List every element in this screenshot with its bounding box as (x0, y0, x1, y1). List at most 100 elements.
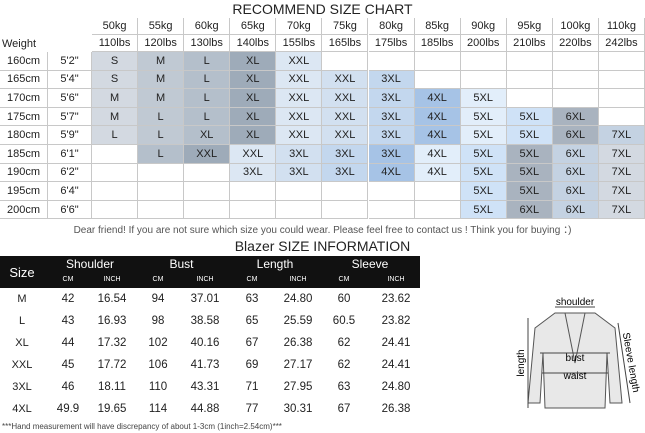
measure: 102 (148, 337, 168, 349)
size-name: 3XL (12, 381, 32, 393)
size-cell (230, 200, 277, 220)
size-cell: L (138, 107, 185, 127)
measure: 41.73 (190, 359, 220, 371)
kg-header: 65kg (230, 18, 277, 35)
size-cell: 5XL (506, 145, 553, 164)
size-cell: L (184, 89, 231, 108)
measure: 98 (151, 315, 165, 327)
kg-header: 55kg (138, 18, 185, 35)
measure: 44.88 (190, 403, 220, 415)
size-cell: S (92, 52, 139, 71)
measure: 67 (337, 403, 351, 415)
size-cell: 5XL (506, 107, 553, 127)
jacket-diagram: shoulder bust waist length Sleeve length (516, 297, 640, 409)
size-name: 4XL (12, 403, 32, 415)
label-bust: bust (566, 353, 585, 364)
lbs-header: 130lbs (184, 35, 231, 52)
measure: 27.95 (283, 381, 313, 393)
measure: 18.11 (98, 381, 126, 393)
size-cell (552, 52, 599, 71)
kg-header: 75kg (322, 18, 369, 35)
size-cell: M (138, 52, 185, 71)
size-cell: XXL (322, 107, 369, 127)
size-header: Size (9, 264, 35, 280)
size-cell: 4XL (414, 126, 461, 145)
unit-header: INCH (103, 275, 121, 283)
height-ft: 5'4" (48, 70, 92, 90)
measure: 114 (148, 403, 168, 415)
size-cell: L (138, 145, 185, 164)
unit-header: CM (338, 275, 350, 283)
size-cell: 3XL (276, 163, 323, 183)
size-cell: XXL (276, 126, 323, 145)
measure: 106 (148, 359, 168, 371)
height-cm: 200cm (0, 200, 48, 220)
measure: 26.38 (381, 403, 411, 415)
lbs-header: 155lbs (276, 35, 323, 52)
kg-header: 110kg (598, 18, 645, 35)
measure: 71 (245, 381, 259, 393)
size-cell: 5XL (506, 126, 553, 145)
measure: 60.5 (332, 315, 356, 327)
height-cm: 190cm (0, 163, 48, 183)
height-ft: 5'2" (48, 52, 92, 71)
size-cell: 6XL (552, 163, 599, 183)
height-cm: 180cm (0, 126, 48, 145)
size-cell (598, 89, 645, 108)
measure: 60 (337, 293, 351, 305)
size-cell (460, 52, 507, 71)
lbs-header: 175lbs (368, 35, 415, 52)
lbs-header: 140lbs (230, 35, 277, 52)
size-cell: 4XL (414, 89, 461, 108)
lbs-header: 242lbs (598, 35, 645, 52)
kg-header: 100kg (552, 18, 599, 35)
measure: 26.38 (283, 337, 313, 349)
measure: 94 (151, 293, 165, 305)
size-cell: XXL (276, 52, 323, 71)
measure: 110 (148, 381, 168, 393)
label-waist: waist (563, 371, 587, 382)
size-cell: 5XL (506, 163, 553, 183)
height-ft: 6'2" (48, 163, 92, 183)
size-cell: 5XL (460, 163, 507, 183)
size-cell: S (92, 70, 139, 90)
kg-header: 70kg (276, 18, 323, 35)
size-cell (322, 182, 369, 201)
size-cell: L (92, 126, 139, 145)
footer-note: Dear friend! If you are not sure which s… (73, 224, 572, 236)
size-cell: 4XL (368, 163, 415, 183)
size-cell (414, 182, 461, 201)
height-ft: 5'6" (48, 89, 92, 108)
blazer-title: Blazer SIZE INFORMATION (234, 238, 411, 254)
measure: 42 (61, 293, 75, 305)
size-cell: L (184, 70, 231, 90)
size-cell: 3XL (276, 145, 323, 164)
height-cm: 175cm (0, 107, 48, 127)
size-cell (506, 52, 553, 71)
size-cell (138, 200, 185, 220)
size-cell (368, 52, 415, 71)
size-cell: 6XL (552, 200, 599, 220)
unit-header: CM (246, 275, 258, 283)
size-cell (322, 52, 369, 71)
lbs-header: 185lbs (414, 35, 461, 52)
size-cell: XXL (276, 107, 323, 127)
size-name: L (18, 315, 26, 327)
height-ft: 6'1" (48, 145, 92, 164)
measure: 17.72 (97, 359, 127, 371)
label-shoulder: shoulder (556, 297, 595, 308)
size-cell (414, 200, 461, 220)
size-cell: XXL (184, 145, 231, 164)
size-cell: 7XL (598, 145, 645, 164)
label-sleeve: Sleeve length (620, 332, 640, 394)
size-cell: 7XL (598, 163, 645, 183)
size-cell (598, 52, 645, 71)
size-cell (184, 182, 231, 201)
kg-header: 95kg (506, 18, 553, 35)
size-cell: 5XL (460, 182, 507, 201)
size-cell: 6XL (552, 182, 599, 201)
measure: 24.41 (381, 337, 411, 349)
measure: 23.82 (381, 315, 411, 327)
measure: 45 (61, 359, 75, 371)
